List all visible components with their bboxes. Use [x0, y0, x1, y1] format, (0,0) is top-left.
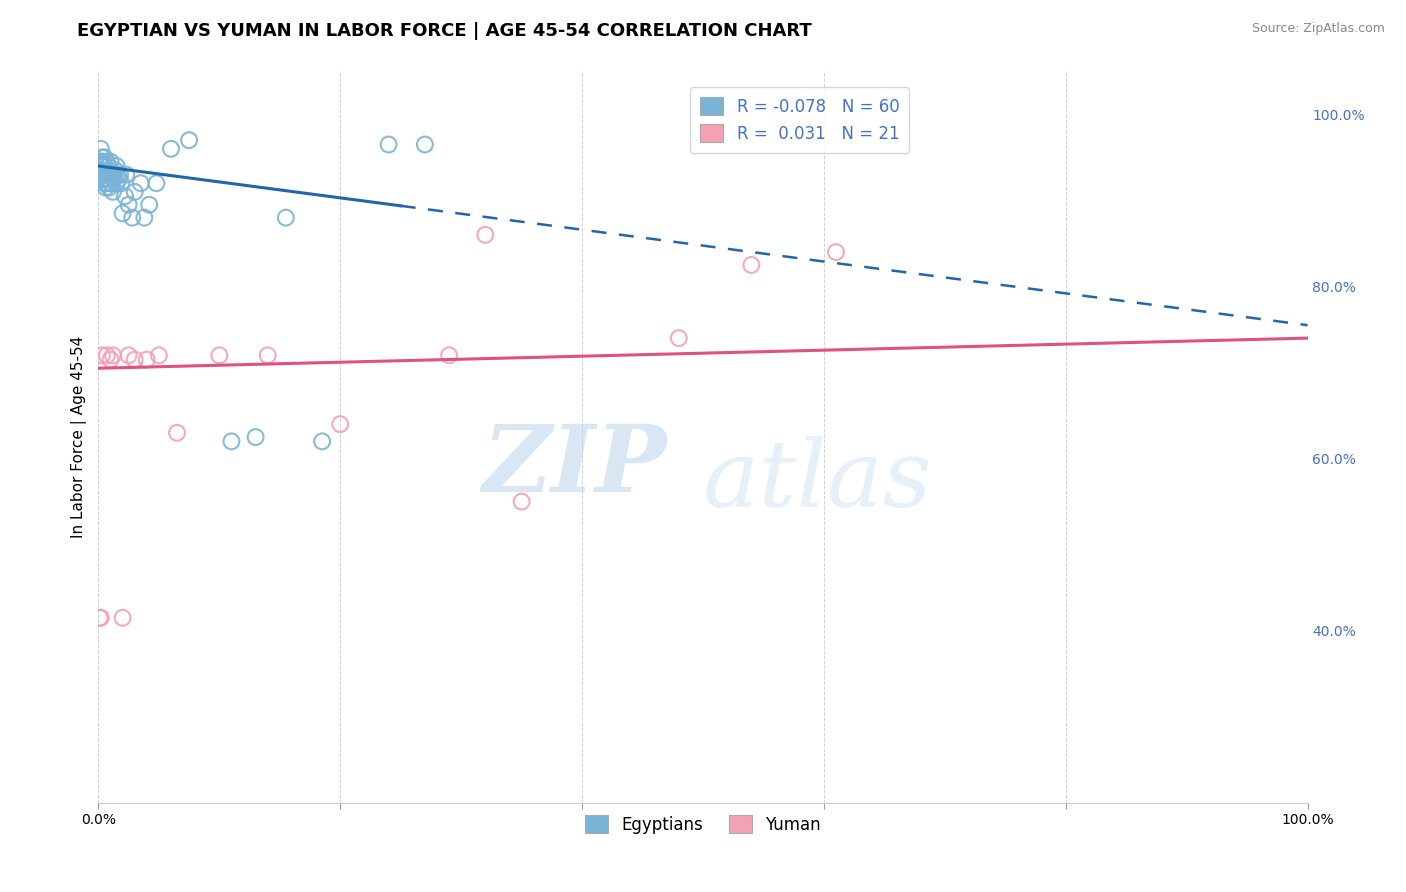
Point [134, 211, 156, 225]
Point [89, 611, 111, 625]
Point [179, 133, 201, 147]
Point [103, 172, 125, 186]
Point [138, 198, 160, 212]
Point [437, 348, 460, 362]
Text: atlas: atlas [703, 436, 932, 526]
Point [118, 198, 141, 212]
Point [118, 348, 141, 362]
Point [93, 150, 115, 164]
Point [98, 180, 121, 194]
Point [100, 154, 122, 169]
Point [91, 168, 114, 182]
Point [124, 352, 146, 367]
Point [160, 142, 183, 156]
Point [104, 163, 127, 178]
Legend: Egyptians, Yuman: Egyptians, Yuman [576, 806, 830, 842]
Point [97, 172, 120, 186]
Point [96, 168, 118, 182]
Point [90, 159, 112, 173]
Text: EGYPTIAN VS YUMAN IN LABOR FORCE | AGE 45-54 CORRELATION CHART: EGYPTIAN VS YUMAN IN LABOR FORCE | AGE 4… [77, 22, 813, 40]
Point [91, 159, 114, 173]
Point [101, 185, 124, 199]
Point [111, 206, 134, 220]
Point [90, 168, 112, 182]
Point [329, 417, 352, 432]
Point [740, 258, 762, 272]
Point [135, 352, 157, 367]
Point [100, 176, 122, 190]
Point [90, 142, 112, 156]
Point [100, 176, 122, 190]
Point [121, 211, 143, 225]
Point [110, 176, 132, 190]
Point [91, 172, 114, 186]
Point [825, 245, 848, 260]
Text: ZIP: ZIP [482, 421, 666, 511]
Point [124, 185, 146, 199]
Point [90, 154, 112, 169]
Point [101, 168, 124, 182]
Point [91, 150, 114, 164]
Point [256, 348, 278, 362]
Point [129, 176, 152, 190]
Point [94, 172, 117, 186]
Point [115, 168, 138, 182]
Point [91, 168, 114, 182]
Text: Source: ZipAtlas.com: Source: ZipAtlas.com [1251, 22, 1385, 36]
Point [274, 211, 297, 225]
Point [510, 494, 533, 508]
Point [100, 168, 122, 182]
Point [93, 168, 115, 182]
Point [208, 348, 231, 362]
Point [94, 163, 117, 178]
Point [111, 611, 134, 625]
Point [97, 159, 120, 173]
Point [145, 176, 167, 190]
Point [91, 154, 114, 169]
Point [90, 611, 112, 625]
Point [474, 227, 496, 242]
Point [245, 430, 267, 444]
Point [96, 154, 118, 169]
Point [89, 163, 111, 178]
Point [105, 176, 128, 190]
Point [377, 137, 399, 152]
Point [108, 168, 131, 182]
Point [94, 180, 117, 194]
Point [101, 348, 124, 362]
Point [91, 348, 114, 362]
Point [311, 434, 333, 449]
Point [100, 352, 122, 367]
Point [98, 168, 121, 182]
Point [93, 159, 115, 173]
Point [108, 172, 131, 186]
Y-axis label: In Labor Force | Age 45-54: In Labor Force | Age 45-54 [72, 336, 87, 538]
Point [91, 159, 114, 173]
Point [166, 425, 188, 440]
Point [413, 137, 436, 152]
Point [107, 168, 129, 182]
Point [114, 189, 136, 203]
Point [96, 348, 118, 362]
Point [148, 348, 170, 362]
Point [96, 176, 118, 190]
Point [91, 154, 114, 169]
Point [93, 176, 115, 190]
Point [89, 154, 111, 169]
Point [221, 434, 243, 449]
Point [105, 159, 128, 173]
Point [668, 331, 690, 345]
